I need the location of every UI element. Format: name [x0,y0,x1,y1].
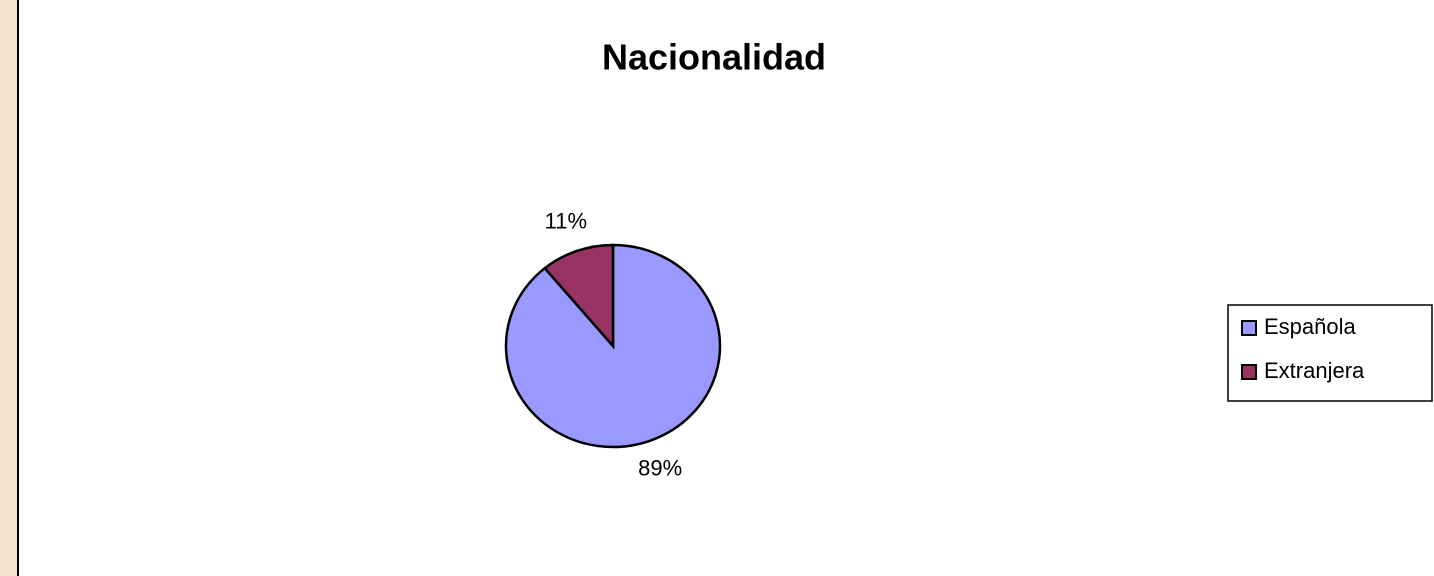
legend-label: Extranjera [1264,358,1365,383]
legend-swatch [1241,364,1257,380]
legend-label: Española [1264,314,1357,339]
chart-area [17,0,1434,576]
chart-title: Nacionalidad [602,37,826,78]
data-label: 89% [638,455,682,480]
data-label: 11% [545,208,587,233]
legend-swatch [1241,320,1257,336]
pie-slice [542,243,615,350]
legend [1227,304,1433,402]
